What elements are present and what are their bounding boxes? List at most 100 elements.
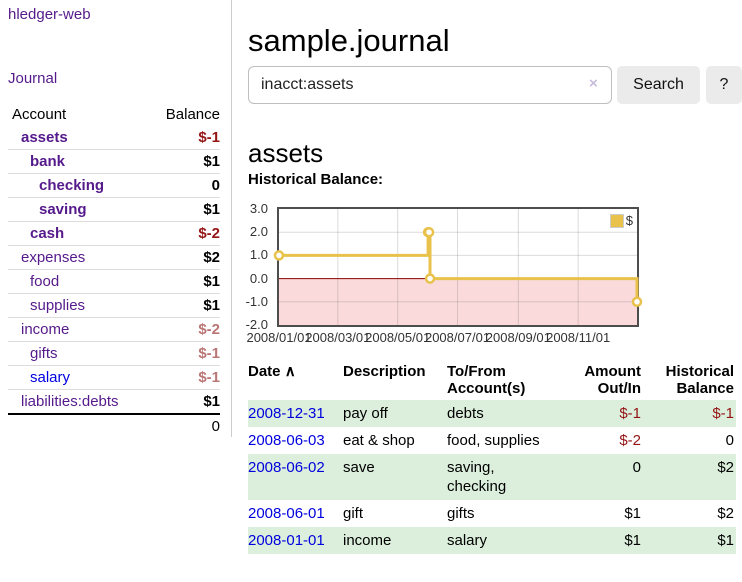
register-header-row: Date ∧ Description To/From Account(s) Am…	[248, 360, 736, 400]
register-col-amount: Amount Out/In	[584, 363, 641, 397]
account-row: gifts $-1	[8, 341, 220, 366]
transaction-row: 2008-12-31 pay off debts $-1 $-1	[248, 400, 736, 427]
account-balance: $-2	[198, 225, 220, 242]
transaction-accounts: food, supplies	[447, 432, 540, 449]
y-axis-tick-label: -1.0	[245, 293, 268, 309]
transaction-balance: $-1	[643, 400, 736, 427]
app-title-link[interactable]: hledger-web	[8, 6, 91, 23]
account-balance: $1	[203, 201, 220, 218]
account-link[interactable]: supplies	[30, 297, 86, 314]
y-axis-tick-label: 3.0	[249, 201, 268, 216]
chart-legend: $	[608, 212, 634, 229]
chart-title: Historical Balance:	[248, 171, 384, 188]
account-link[interactable]: bank	[30, 153, 66, 170]
legend-label: $	[625, 213, 633, 228]
transaction-balance: $2	[717, 505, 734, 522]
register-col-balance: Historical Balance	[665, 363, 734, 397]
data-point	[424, 273, 436, 284]
account-balance: $1	[203, 153, 220, 170]
transaction-accounts: gifts	[447, 505, 475, 522]
x-axis-tick-label: 2008/01/01	[246, 330, 312, 345]
register-col-date[interactable]: Date ∧	[248, 363, 296, 380]
accounts-col-balance: Balance	[165, 106, 220, 123]
data-point	[423, 226, 435, 238]
transaction-accounts: salary	[447, 527, 559, 554]
transaction-description: save	[343, 454, 447, 500]
account-row: cash $-2	[8, 221, 220, 246]
account-balance: $1	[203, 297, 220, 314]
account-balance: $-1	[198, 369, 220, 386]
accounts-col-account: Account	[12, 106, 67, 123]
transaction-date-link[interactable]: 2008-12-31	[248, 405, 325, 422]
transaction-balance: $2	[643, 454, 736, 500]
account-heading: assets	[248, 137, 324, 168]
transaction-amount: $-1	[559, 400, 643, 427]
account-link[interactable]: gifts	[30, 345, 58, 362]
transaction-description: gift	[343, 505, 364, 522]
search-bar: × Search ?	[248, 66, 742, 104]
y-axis-tick-label: 0.0	[249, 270, 268, 286]
transaction-amount: $1	[559, 527, 643, 554]
data-point	[273, 250, 285, 261]
legend-swatch-icon	[609, 213, 624, 228]
account-row: supplies $1	[8, 293, 220, 318]
transaction-date-link[interactable]: 2008-06-03	[248, 432, 325, 449]
account-balance: $-1	[198, 345, 220, 362]
accounts-total-value: 0	[211, 418, 220, 435]
account-row: food $1	[8, 269, 220, 294]
account-row: liabilities:debts $1	[8, 389, 220, 415]
account-row: income $-2	[8, 317, 220, 342]
register-col-description: Description	[343, 363, 426, 380]
main-content: sample.journal × Search ? assets Histori…	[246, 0, 742, 582]
transaction-row: 2008-06-03 eat & shop food, supplies $-2 0	[248, 427, 736, 454]
transaction-row: 2008-01-01 income salary $1 $1	[248, 527, 736, 554]
account-row: assets $-1	[8, 126, 220, 150]
account-row: expenses $2	[8, 245, 220, 270]
account-row: checking 0	[8, 173, 220, 198]
y-axis-tick-label: -2.0	[245, 317, 268, 332]
account-row: saving $1	[8, 197, 220, 222]
sidebar-item-journal[interactable]: Journal	[8, 70, 58, 87]
transaction-amount: $1	[624, 505, 641, 522]
account-link[interactable]: income	[21, 321, 70, 338]
chart-plot-area[interactable]: $	[273, 207, 643, 327]
account-link[interactable]: saving	[39, 201, 87, 218]
account-balance: $2	[203, 249, 220, 266]
y-axis-tick-label: 2.0	[249, 224, 268, 240]
transaction-description: income	[343, 527, 447, 554]
transaction-amount: 0	[559, 454, 643, 500]
account-link[interactable]: cash	[30, 225, 65, 242]
account-balance: $-1	[198, 129, 220, 146]
account-link[interactable]: food	[30, 273, 60, 290]
search-input[interactable]	[248, 66, 612, 104]
sidebar: hledger-web Journal Account Balance asse…	[0, 0, 231, 582]
account-link[interactable]: expenses	[21, 249, 86, 266]
search-button[interactable]: Search	[617, 66, 700, 104]
account-balance: 0	[211, 177, 220, 194]
y-axis-tick-label: 1.0	[249, 247, 268, 263]
account-balance: $-2	[198, 321, 220, 338]
register-col-accounts: To/From Account(s)	[447, 363, 526, 397]
transaction-date-link[interactable]: 2008-01-01	[248, 532, 325, 549]
help-button[interactable]: ?	[706, 66, 742, 104]
account-row: bank $1	[8, 149, 220, 174]
account-link[interactable]: liabilities:debts	[21, 393, 119, 410]
accounts-total-row: 0	[8, 414, 220, 438]
page-title: sample.journal	[248, 22, 450, 58]
register-table: Date ∧ Description To/From Account(s) Am…	[248, 360, 736, 554]
transaction-date-link[interactable]: 2008-06-02	[248, 459, 325, 476]
x-axis-tick-label: 2008/07/01	[424, 330, 491, 345]
account-link[interactable]: assets	[21, 129, 68, 146]
transaction-amount: $-2	[619, 432, 641, 449]
account-link[interactable]: checking	[39, 177, 105, 194]
sort-ascending-icon: ∧	[284, 363, 296, 380]
account-balance: $1	[203, 393, 220, 410]
historical-balance-chart: $ 3.0 2.0 1.0 0.0 -1.0 -2.0 2008/01/01 2008/03…	[246, 200, 742, 350]
account-link[interactable]: salary	[30, 369, 71, 386]
clear-search-icon[interactable]: ×	[589, 75, 598, 92]
x-axis-tick-label: 2008/03/01	[305, 330, 371, 345]
x-axis-tick-label: 2008/11/01	[546, 330, 611, 345]
transaction-date-link[interactable]: 2008-06-01	[248, 505, 325, 522]
transaction-description: pay off	[343, 400, 447, 427]
accounts-table-header: Account Balance	[8, 103, 220, 126]
